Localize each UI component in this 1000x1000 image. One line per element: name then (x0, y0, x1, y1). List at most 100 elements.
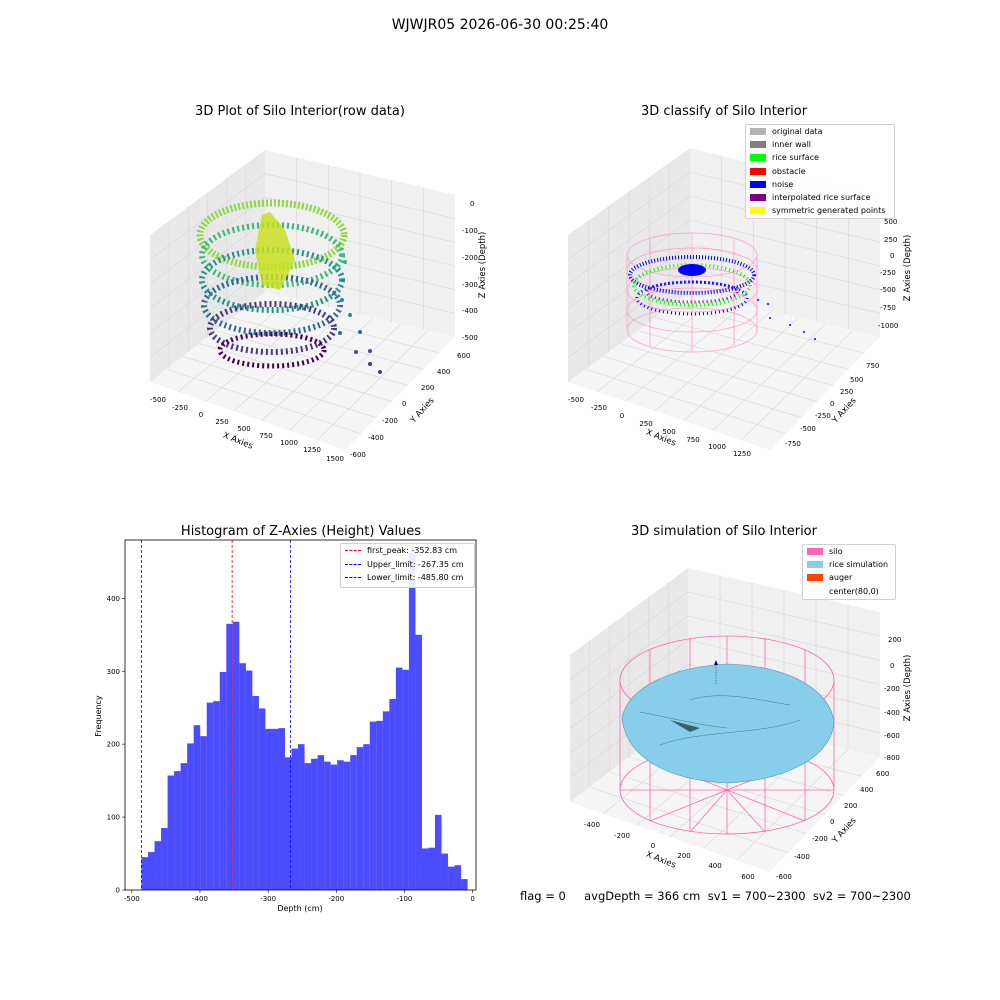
classify-ztick: 500 (884, 218, 897, 226)
histogram-xtick-label: -400 (192, 895, 208, 903)
raw-xtick: 1500 (326, 455, 344, 463)
classify-xtick: 1250 (733, 450, 751, 458)
histogram-bar (395, 667, 403, 890)
classify-ytick: 250 (840, 388, 853, 396)
classify-xtick: 500 (662, 428, 675, 436)
histogram-bar (461, 879, 468, 890)
raw-plot-title: 3D Plot of Silo Interior(row data) (195, 104, 405, 119)
histogram-bar (435, 814, 442, 890)
histogram-bar (193, 725, 201, 890)
simulation-legend-entry: center(80,0) (803, 585, 895, 598)
simulation-ztick: -200 (884, 685, 900, 693)
histogram-legend-label: Lower_limit: -485.80 cm (367, 573, 464, 583)
simulation-ytick: -200 (812, 835, 828, 843)
figure-title: WJWJR05 2026-06-30 00:25:40 (391, 17, 609, 33)
simulation-legend-label: rice simulation (829, 560, 889, 570)
raw-zlabel: Z Axies (Depth) (478, 232, 488, 299)
raw-xtick: 1000 (280, 439, 298, 447)
histogram-bar (213, 701, 220, 890)
histogram-bar (454, 865, 462, 890)
raw-ytick: -600 (350, 451, 366, 459)
classify-plot-title: 3D classify of Silo Interior (640, 104, 808, 119)
histogram-xtick-label: -200 (328, 895, 344, 903)
histogram-bar (161, 828, 168, 890)
classify-legend-swatch (750, 167, 766, 175)
simulation-legend-swatch (807, 588, 823, 595)
simulation-ztick: -800 (884, 754, 900, 762)
histogram-bar (350, 755, 357, 890)
simulation-rice-surface (621, 663, 835, 784)
histogram-legend-label: first_peak: -352.83 cm (367, 546, 458, 556)
classify-ztick: -1000 (878, 322, 898, 330)
classify-legend-swatch (750, 194, 766, 202)
raw-ytick: 200 (421, 384, 434, 392)
histogram-legend-entry: first_peak: -352.83 cm (341, 544, 474, 558)
histogram-xtick-label: 0 (470, 895, 474, 903)
raw-gridlines (149, 157, 456, 441)
histogram-bar (448, 866, 455, 890)
histogram-bar (356, 747, 364, 890)
simulation-ytick: 200 (844, 802, 857, 810)
classify-ztick: -750 (880, 304, 896, 312)
histogram-bar (245, 670, 253, 890)
histogram-bar (148, 852, 155, 890)
classify-legend-swatch (750, 154, 766, 162)
histogram-bar (363, 744, 370, 890)
histogram-bar (252, 696, 259, 890)
raw-ytick: 400 (437, 368, 450, 376)
simulation-xtick: -400 (584, 821, 600, 829)
simulation-auger (714, 660, 718, 685)
classify-legend-label: original data (772, 127, 823, 137)
raw-ztick: -100 (462, 227, 478, 235)
classify-legend-label: noise (772, 179, 794, 189)
simulation-ztick: 200 (888, 636, 901, 644)
histogram-ylabel: Frequency (94, 695, 103, 737)
raw-xtick: 0 (199, 411, 203, 419)
histogram-legend-entry: Upper_limit: -267.35 cm (341, 558, 474, 572)
raw-ztick: 0 (470, 200, 474, 208)
histogram-bar (219, 671, 227, 890)
histogram-bar (369, 721, 377, 890)
histogram-bar (376, 720, 383, 890)
classify-legend-swatch (750, 207, 766, 215)
histogram-bar (343, 761, 351, 890)
raw-ztick: -500 (462, 334, 478, 342)
classify-ztick: 0 (890, 252, 894, 260)
classify-xtick: 250 (639, 420, 652, 428)
simulation-legend-label: auger (829, 573, 853, 583)
simulation-ztick: -400 (884, 709, 900, 717)
histogram-bar (284, 757, 292, 890)
classify-legend-label: obstacle (772, 166, 806, 176)
raw-ztick: -300 (462, 281, 478, 289)
classify-xtick: 0 (620, 412, 624, 420)
classify-ytick: -500 (800, 425, 816, 433)
histogram-bar (226, 623, 233, 890)
histogram-bar (141, 857, 149, 890)
classify-ztick: 250 (884, 236, 897, 244)
classify-legend: original data inner wall rice surface obsta… (745, 124, 895, 219)
raw-xtick: 250 (215, 418, 228, 426)
raw-xtick: 500 (237, 425, 250, 433)
simulation-ytick: -400 (794, 853, 810, 861)
simulation-ytick: 600 (876, 770, 889, 778)
histogram-legend-label: Upper_limit: -267.35 cm (367, 559, 464, 569)
raw-xtick: 750 (259, 432, 272, 440)
histogram-bar (428, 847, 436, 890)
simulation-legend-entry: auger (803, 571, 895, 584)
histogram-bar (389, 698, 396, 890)
simulation-legend-entry: silo (803, 545, 895, 558)
histogram-bar (298, 744, 305, 890)
raw-xtick: -250 (172, 404, 188, 412)
classify-points (628, 255, 816, 340)
histogram-bar (317, 755, 325, 890)
raw-xtick: -500 (150, 396, 166, 404)
classify-ztick: -500 (880, 286, 896, 294)
histogram-bar (337, 760, 344, 890)
classify-ytick: -250 (815, 412, 831, 420)
histogram-bar (415, 634, 422, 890)
histogram-xlabel: Depth (cm) (277, 904, 322, 913)
histogram-bar (278, 728, 285, 890)
classify-silo-wireframe (626, 232, 758, 353)
